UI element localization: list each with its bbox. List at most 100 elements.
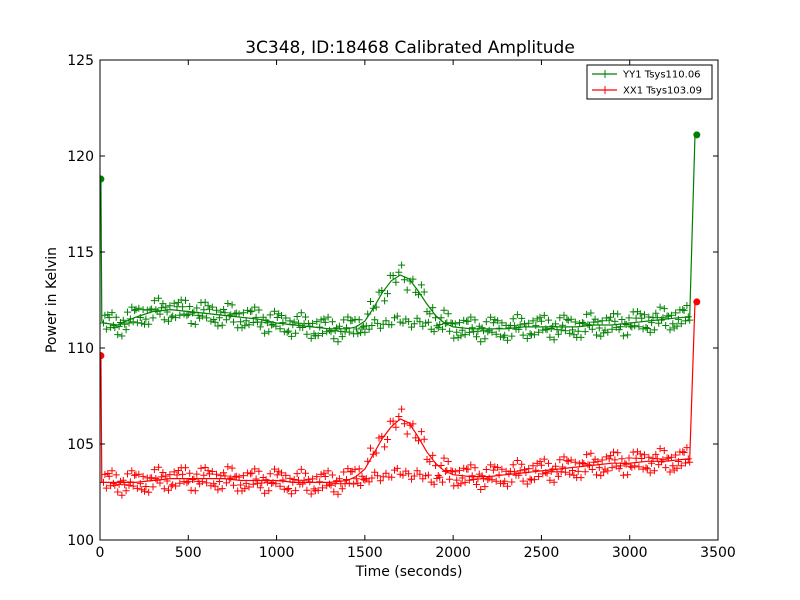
data-point (228, 464, 236, 472)
x-tick-label: 0 (96, 545, 105, 561)
data-point (430, 328, 438, 336)
data-point (498, 465, 506, 473)
x-tick-label: 1000 (259, 545, 295, 561)
data-point (478, 472, 486, 480)
data-point (176, 311, 184, 319)
data-point (594, 318, 602, 326)
data-point (586, 321, 593, 329)
data-point (439, 325, 446, 333)
data-point (465, 328, 473, 336)
data-point (536, 457, 544, 465)
data-point (646, 469, 654, 477)
data-point (478, 324, 486, 332)
data-point (345, 328, 353, 336)
data-point (221, 472, 229, 480)
data-point (495, 471, 503, 479)
data-point (252, 475, 260, 483)
data-point (224, 463, 232, 471)
data-point (686, 458, 694, 466)
endpoint-marker (693, 298, 701, 306)
legend-marker (601, 70, 609, 78)
data-point (345, 479, 353, 487)
data-point (471, 464, 479, 472)
data-point (105, 314, 113, 322)
data-point (280, 328, 288, 336)
data-point (590, 458, 598, 466)
data-point (313, 473, 321, 481)
data-point (410, 320, 418, 328)
data-point (319, 330, 326, 337)
data-point (265, 487, 273, 495)
data-point (162, 472, 170, 480)
data-point (201, 464, 209, 471)
data-point (248, 469, 256, 477)
data-point (593, 331, 600, 339)
data-point (535, 328, 543, 336)
data-point (141, 487, 148, 495)
data-point (400, 276, 408, 284)
data-point (378, 432, 386, 440)
data-point (348, 467, 356, 475)
data-point (532, 322, 540, 330)
data-point (686, 316, 694, 324)
data-point (142, 483, 150, 490)
data-point (269, 320, 277, 328)
data-point (594, 458, 602, 466)
data-point (608, 464, 616, 472)
data-point (160, 316, 168, 324)
data-point (468, 472, 476, 480)
data-point (276, 325, 284, 333)
data-point (220, 469, 228, 477)
data-point (367, 444, 374, 452)
data-point (278, 469, 285, 477)
data-point (413, 467, 421, 475)
data-point (248, 307, 256, 315)
data-point (290, 318, 298, 326)
data-point (145, 320, 153, 328)
data-point (313, 318, 321, 326)
data-point (563, 457, 571, 465)
data-point (384, 436, 391, 443)
data-point (420, 435, 428, 443)
endpoint-marker (100, 352, 105, 360)
data-point (263, 319, 271, 327)
data-point (622, 460, 630, 468)
data-point (292, 329, 300, 337)
data-point (540, 455, 548, 463)
data-point (677, 462, 685, 470)
data-point (509, 315, 517, 323)
data-point (509, 461, 517, 469)
data-point (635, 463, 643, 471)
data-point (169, 312, 177, 320)
data-point (271, 307, 278, 315)
data-point (680, 449, 688, 456)
data-point (595, 464, 603, 472)
legend-marker (601, 86, 609, 94)
data-point (239, 309, 247, 317)
data-point (295, 319, 302, 327)
data-point (384, 290, 391, 298)
data-point (556, 456, 564, 464)
data-point (166, 302, 174, 310)
data-point (656, 303, 664, 311)
data-point (556, 314, 564, 322)
data-point (424, 318, 432, 326)
data-point (358, 324, 366, 332)
data-point (583, 451, 591, 459)
data-point (413, 314, 421, 322)
data-point (157, 473, 165, 481)
data-point (118, 491, 126, 499)
data-point (368, 322, 376, 329)
data-point (621, 460, 629, 468)
data-point (381, 443, 389, 451)
data-point (218, 485, 226, 493)
data-point (388, 321, 396, 329)
legend: YY1 Tsys110.06 XX1 Tsys103.09 (586, 64, 713, 100)
data-point (290, 476, 298, 483)
data-point (417, 428, 425, 436)
data-point (415, 291, 422, 299)
data-point (328, 471, 336, 479)
data-point (352, 325, 360, 333)
data-point (561, 468, 569, 476)
data-point (155, 294, 163, 302)
